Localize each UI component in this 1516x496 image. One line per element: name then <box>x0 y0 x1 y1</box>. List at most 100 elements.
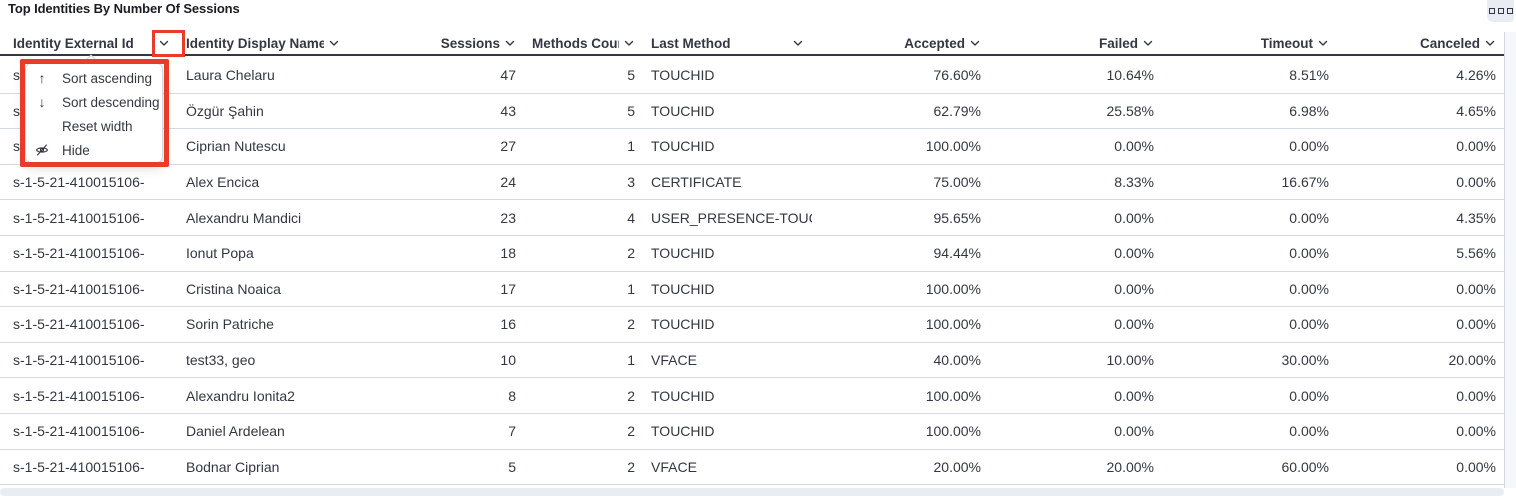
table-row: s-1-5-21-410015106- Alexandru Ionita2 8 2 TO… <box>0 378 1504 414</box>
column-header-accepted[interactable]: Accepted <box>812 32 989 54</box>
cell-display_name: Alexandru Mandici <box>186 209 302 226</box>
sessions-table: Identity External Id Identity Display Nam… <box>0 32 1504 486</box>
table-row: s-1-5-21-410015106- Cristina Noaica 17 1 TOU… <box>0 272 1504 308</box>
horizontal-scrollbar[interactable] <box>0 488 1504 496</box>
column-header-failed[interactable]: Failed <box>989 32 1162 54</box>
cell-display_name: Ionut Popa <box>186 245 254 262</box>
cell-accepted: 100.00% <box>925 280 981 297</box>
cell-methods_count: 3 <box>627 174 635 191</box>
arrow-up-icon: ↑ <box>38 70 46 86</box>
cell-timeout: 60.00% <box>1281 458 1329 475</box>
table-row: s-1-5-21-410015106- Sorin Patriche 16 2 TOUC… <box>0 307 1504 343</box>
panel-options-button[interactable] <box>1487 0 1514 22</box>
column-header-external_id[interactable]: Identity External Id <box>0 32 178 54</box>
cell-canceled: 0.00% <box>1456 280 1496 297</box>
column-menu-chevron-icon[interactable] <box>504 37 516 49</box>
cell-last_method: TOUCHID <box>651 316 715 333</box>
cell-external_id: s-1-5-21-410015106- <box>13 316 145 333</box>
column-header-canceled[interactable]: Canceled <box>1337 32 1504 54</box>
cell-display_name: Laura Chelaru <box>186 67 275 84</box>
table-row: s-1-5-21-410015106- Ionut Popa 18 2 TOUCHID 9… <box>0 236 1504 272</box>
cell-methods_count: 5 <box>627 102 635 119</box>
cell-accepted: 95.65% <box>933 209 981 226</box>
menu-item-hide[interactable]: Hide <box>26 138 162 162</box>
cell-last_method: TOUCHID <box>651 67 715 84</box>
cell-external_id: s-1-5-21-410015106- <box>13 245 145 262</box>
cell-accepted: 20.00% <box>933 458 981 475</box>
column-header-display_name[interactable]: Identity Display Name <box>178 32 348 54</box>
cell-methods_count: 2 <box>627 387 635 404</box>
column-header-timeout[interactable]: Timeout <box>1162 32 1337 54</box>
cell-canceled: 4.65% <box>1456 102 1496 119</box>
cell-sessions: 18 <box>500 245 516 262</box>
table-body: s-1-5-21-410015106-Laura Chelaru475TOUCH… <box>0 58 1504 486</box>
annotation-box-chevron <box>152 30 185 57</box>
cell-timeout: 0.00% <box>1289 423 1329 440</box>
menu-item-sort-descending[interactable]: ↓ Sort descending <box>26 90 162 114</box>
menu-item-label: Sort descending <box>62 94 160 110</box>
cell-accepted: 100.00% <box>925 138 981 155</box>
cell-canceled: 0.00% <box>1456 138 1496 155</box>
menu-item-reset-width[interactable]: Reset width <box>26 114 162 138</box>
menu-item-sort-ascending[interactable]: ↑ Sort ascending <box>26 66 162 90</box>
cell-canceled: 0.00% <box>1456 316 1496 333</box>
cell-display_name: Alexandru Ionita2 <box>186 387 295 404</box>
vertical-scrollbar-track[interactable] <box>1504 32 1516 488</box>
cell-canceled: 0.00% <box>1456 387 1496 404</box>
cell-display_name: Özgür Şahin <box>186 102 264 119</box>
cell-timeout: 0.00% <box>1289 316 1329 333</box>
table-row: s-1-5-21-410015106- Bodnar Ciprian 5 2 VFACE… <box>0 450 1504 486</box>
cell-display_name: Ciprian Nutescu <box>186 138 286 155</box>
cell-canceled: 4.26% <box>1456 67 1496 84</box>
column-menu-chevron-icon[interactable] <box>623 37 635 49</box>
cell-failed: 0.00% <box>1114 316 1154 333</box>
column-menu-chevron-icon[interactable] <box>792 37 804 49</box>
cell-last_method: VFACE <box>651 458 697 475</box>
cell-accepted: 76.60% <box>933 67 981 84</box>
cell-failed: 0.00% <box>1114 245 1154 262</box>
cell-display_name: Daniel Ardelean <box>186 423 285 440</box>
eye-slash-icon <box>34 143 50 157</box>
cell-sessions: 16 <box>500 316 516 333</box>
cell-accepted: 75.00% <box>933 174 981 191</box>
cell-display_name: test33, geo <box>186 352 256 369</box>
cell-sessions: 10 <box>500 352 516 369</box>
cell-failed: 10.64% <box>1106 67 1154 84</box>
column-header-sessions[interactable]: Sessions <box>348 32 524 54</box>
column-menu-chevron-icon[interactable] <box>1317 37 1329 49</box>
column-menu-chevron-icon[interactable] <box>1484 37 1496 49</box>
cell-sessions: 7 <box>508 423 516 440</box>
table-header-row: Identity External Id Identity Display Nam… <box>0 32 1504 56</box>
column-menu-chevron-icon[interactable] <box>969 37 981 49</box>
cell-external_id: s-1-5-21-410015106- <box>13 174 145 191</box>
cell-failed: 0.00% <box>1114 138 1154 155</box>
column-menu-chevron-icon[interactable] <box>158 37 170 49</box>
cell-canceled: 0.00% <box>1456 458 1496 475</box>
cell-methods_count: 2 <box>627 316 635 333</box>
table-row: s-1-5-21-410015106-Özgür Şahin435TOUCHID… <box>0 94 1504 130</box>
cell-failed: 25.58% <box>1106 102 1154 119</box>
column-menu-chevron-icon[interactable] <box>1142 37 1154 49</box>
cell-accepted: 40.00% <box>933 352 981 369</box>
cell-last_method: TOUCHID <box>651 102 715 119</box>
cell-sessions: 24 <box>500 174 516 191</box>
cell-methods_count: 2 <box>627 458 635 475</box>
cell-sessions: 17 <box>500 280 516 297</box>
cell-external_id: s-1-5-21-410015106- <box>13 387 145 404</box>
cell-failed: 8.33% <box>1114 174 1154 191</box>
cell-canceled: 0.00% <box>1456 174 1496 191</box>
cell-external_id: s-1-5-21-410015106- <box>13 209 145 226</box>
table-row: s-1-5-21-410015106- Daniel Ardelean 7 2 TOUC… <box>0 414 1504 450</box>
column-header-label-timeout: Timeout <box>1260 35 1313 51</box>
cell-display_name: Sorin Patriche <box>186 316 274 333</box>
column-header-label-display_name: Identity Display Name <box>186 35 324 51</box>
column-header-last_method[interactable]: Last Method <box>643 32 812 54</box>
column-menu-chevron-icon[interactable] <box>328 37 340 49</box>
cell-methods_count: 1 <box>627 138 635 155</box>
cell-methods_count: 4 <box>627 209 635 226</box>
cell-sessions: 47 <box>500 67 516 84</box>
cell-timeout: 0.00% <box>1289 245 1329 262</box>
cell-sessions: 27 <box>500 138 516 155</box>
cell-methods_count: 5 <box>627 67 635 84</box>
column-header-methods_count[interactable]: Methods Count <box>524 32 643 54</box>
